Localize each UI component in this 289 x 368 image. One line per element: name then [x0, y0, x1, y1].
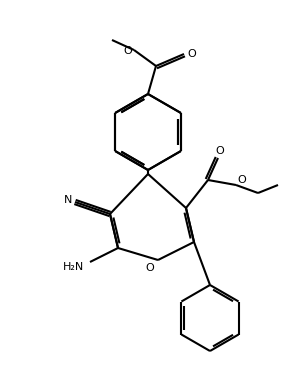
Text: O: O	[238, 175, 247, 185]
Text: O: O	[146, 263, 154, 273]
Text: N: N	[64, 195, 72, 205]
Text: O: O	[188, 49, 196, 59]
Text: H₂N: H₂N	[63, 262, 85, 272]
Text: O: O	[216, 146, 224, 156]
Text: O: O	[124, 46, 132, 56]
